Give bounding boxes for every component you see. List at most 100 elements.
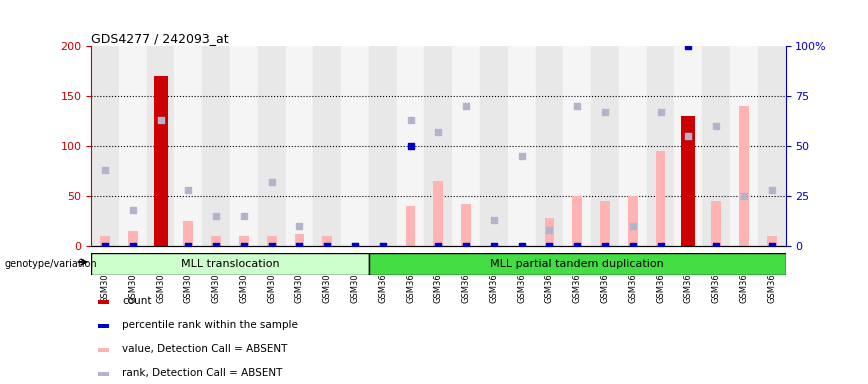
Bar [128,231,138,246]
Bar [313,46,341,246]
Bar [405,206,416,246]
Point [348,243,362,249]
Bar [183,221,194,246]
Bar [100,236,110,246]
Bar [98,372,108,376]
Bar [739,106,749,246]
Point [626,223,640,229]
Point [404,143,418,149]
Text: genotype/variation: genotype/variation [4,259,97,269]
Text: GDS4277 / 242093_at: GDS4277 / 242093_at [91,32,229,45]
Text: count: count [122,296,152,306]
Point [320,243,334,249]
Bar [174,46,202,246]
Point [709,243,723,249]
Text: MLL partial tandem duplication: MLL partial tandem duplication [490,259,664,269]
Bar [544,218,555,246]
Bar [424,46,452,246]
Point [765,243,779,249]
Bar [155,196,166,246]
Bar [619,46,647,246]
Point [681,133,695,139]
Bar [461,204,471,246]
Point [542,227,556,233]
Point [126,207,140,213]
Point [181,187,195,193]
Point [293,223,306,229]
Bar [369,253,786,275]
Bar [655,151,666,246]
Point [376,243,390,249]
Bar [98,300,108,304]
Bar [239,236,249,246]
Point [598,243,612,249]
Bar [294,234,305,246]
Point [348,243,362,249]
Bar [681,116,695,246]
Bar [119,46,147,246]
Bar [572,196,582,246]
Bar [341,46,369,246]
Point [154,117,168,123]
Point [515,243,529,249]
Bar [711,201,721,246]
Point [487,243,501,249]
Bar [369,46,397,246]
Point [626,243,640,249]
Bar [674,46,702,246]
Bar [480,46,508,246]
Point [487,217,501,223]
Point [570,243,584,249]
Bar [536,46,563,246]
Point [181,243,195,249]
Bar [758,46,786,246]
Point [98,167,112,173]
Bar [98,324,108,328]
Bar [647,46,674,246]
Point [126,243,140,249]
Point [681,43,695,49]
Bar [397,46,424,246]
Point [320,243,334,249]
Bar [683,201,694,246]
Point [709,123,723,129]
Bar [433,181,444,246]
Point [431,129,445,135]
Bar [147,46,174,246]
Point [265,243,279,249]
Bar [154,76,168,246]
Bar [91,253,369,275]
Point [570,103,584,109]
Point [404,117,418,123]
Point [98,243,112,249]
Bar [91,46,119,246]
Point [654,243,667,249]
Point [154,17,168,23]
Bar [211,236,221,246]
Bar [286,46,313,246]
Point [459,243,473,249]
Point [598,109,612,115]
Bar [230,46,258,246]
Point [209,213,223,219]
Text: percentile rank within the sample: percentile rank within the sample [122,320,299,330]
Point [765,187,779,193]
Bar [452,46,480,246]
Bar [766,236,777,246]
Point [737,27,751,33]
Bar [730,46,758,246]
Bar [591,46,619,246]
Point [209,243,223,249]
Point [265,179,279,185]
Point [293,243,306,249]
Bar [202,46,230,246]
Point [431,243,445,249]
Bar [702,46,730,246]
Point [237,213,251,219]
Bar [322,236,332,246]
Text: value, Detection Call = ABSENT: value, Detection Call = ABSENT [122,344,288,354]
Point [237,243,251,249]
Bar [563,46,591,246]
Bar [266,236,277,246]
Text: MLL translocation: MLL translocation [181,259,279,269]
